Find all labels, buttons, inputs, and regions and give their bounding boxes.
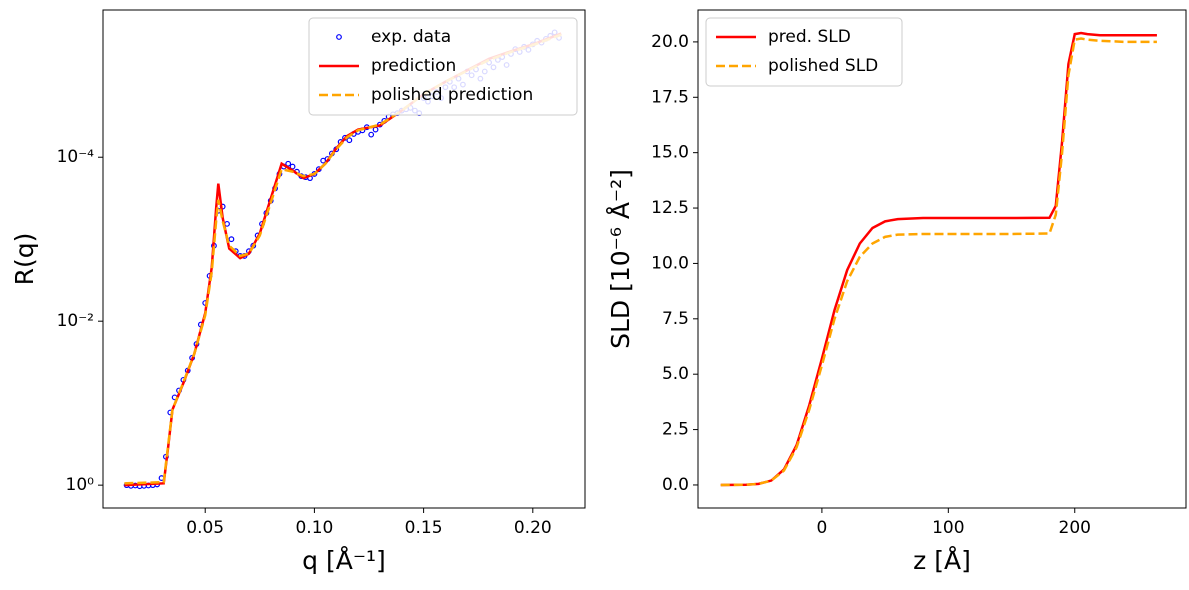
- y-tick-label: 10.0: [651, 253, 689, 273]
- data-point: [285, 160, 292, 167]
- x-tick-label: 100: [932, 518, 964, 538]
- legend: exp. data prediction polished prediction: [308, 17, 578, 116]
- y-tick-label: 17.5: [651, 87, 689, 107]
- legend-label: pred. SLD: [768, 27, 851, 47]
- axes-frame: [102, 9, 586, 509]
- y-tick-label: 0.0: [662, 475, 689, 495]
- y-tick-label: 5.0: [662, 364, 689, 384]
- x-axis-label: q [Å⁻¹]: [302, 546, 386, 575]
- y-tick-label: 7.5: [662, 309, 689, 329]
- series-line: [720, 37, 1157, 487]
- x-tick-label: 0: [816, 518, 827, 538]
- x-axis-label: z [Å]: [913, 546, 971, 575]
- subplot: 0 100 200 0.0 2.5 5.0 7.5 10.0 12.5 15.0 17.5 20.0 z…: [606, 9, 1187, 575]
- y-axis-label: R(q): [10, 233, 39, 286]
- data-point: [346, 137, 353, 144]
- legend-box: [308, 17, 578, 116]
- legend-label: exp. data: [371, 27, 451, 47]
- legend-box: [705, 17, 903, 87]
- data-point: [228, 236, 235, 243]
- y-tick-label: 10⁰: [66, 475, 95, 495]
- y-tick-label: 15.0: [651, 143, 689, 163]
- y-axis-label: SLD [10⁻⁶ Å⁻²]: [606, 169, 635, 349]
- legend-label: polished SLD: [768, 56, 878, 76]
- legend: pred. SLD polished SLD: [705, 17, 903, 87]
- y-tick-label: 12.5: [651, 198, 689, 218]
- legend-label: polished prediction: [371, 85, 533, 105]
- x-tick-label: 0.05: [186, 518, 224, 538]
- x-tick-label: 0.15: [405, 518, 443, 538]
- data-point: [289, 163, 296, 170]
- legend-label: prediction: [371, 56, 456, 76]
- x-tick-label: 0.10: [295, 518, 333, 538]
- axes-frame: [697, 9, 1187, 509]
- data-point: [372, 126, 379, 133]
- y-tick-label: 2.5: [662, 420, 689, 440]
- series-line: [720, 31, 1157, 487]
- x-tick-label: 200: [1059, 518, 1091, 538]
- legend-marker: [336, 34, 342, 40]
- y-tick-label: 10⁻²: [57, 311, 94, 331]
- x-tick-label: 0.20: [514, 518, 552, 538]
- plot-area: [720, 31, 1157, 487]
- subplot: 0.05 0.10 0.15 0.20 10⁰ 10⁻² 10⁻⁴ q [Å⁻¹] R(q) ex…: [10, 9, 586, 575]
- y-tick-label: 20.0: [651, 32, 689, 52]
- data-point: [368, 131, 375, 138]
- y-tick-label: 10⁻⁴: [57, 147, 95, 167]
